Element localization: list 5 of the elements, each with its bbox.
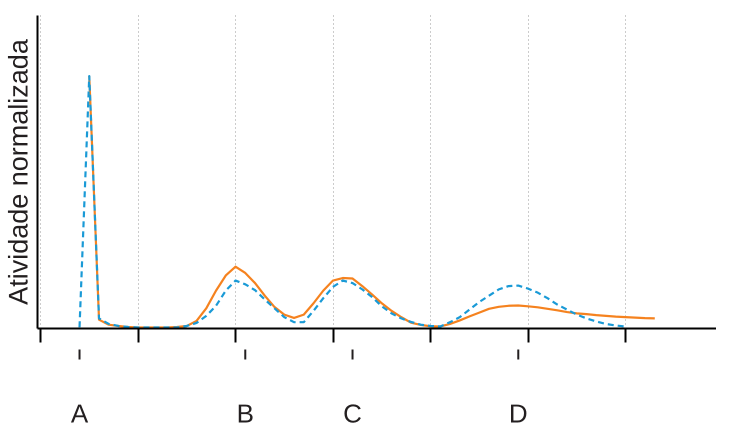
x-tick-label: A: [70, 398, 89, 428]
x-tick-label: C: [343, 398, 362, 428]
y-axis-title: Atividade normalizada: [4, 38, 34, 305]
x-tick-label: D: [508, 398, 528, 428]
x-tick-label: B: [236, 398, 254, 428]
